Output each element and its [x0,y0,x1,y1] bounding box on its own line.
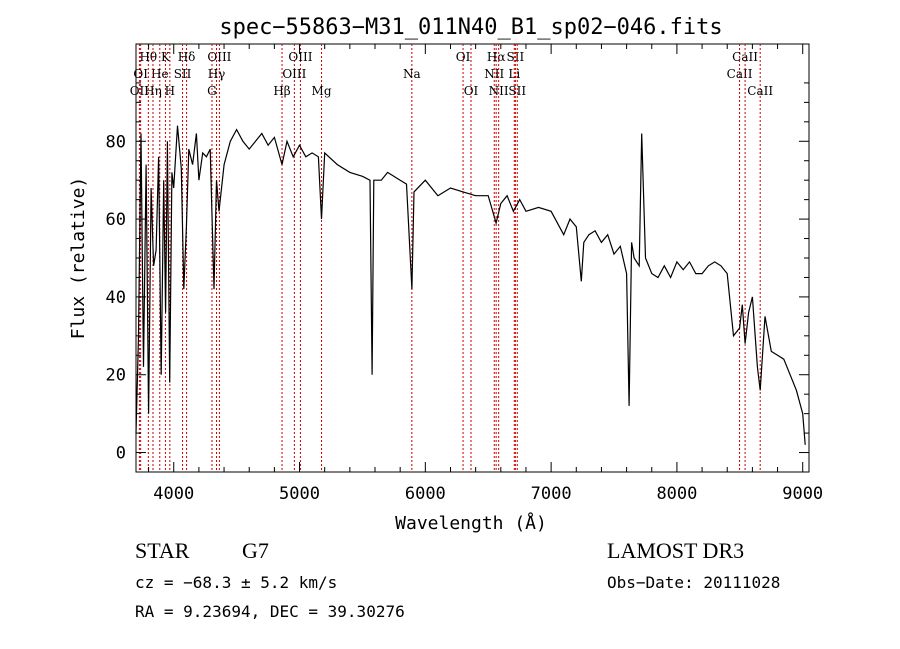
line-marker-label: Hη [144,84,162,98]
line-marker-label: SII [508,84,526,98]
line-marker-label: SII [507,50,525,64]
line-marker-label: Hθ [139,50,157,64]
object-class: STAR [135,538,190,563]
x-axis-label: Wavelength (Å) [395,512,547,534]
line-marker-label: Na [403,67,421,81]
line-marker-label: Hβ [273,84,290,98]
line-marker-label: He [151,67,169,81]
object-subclass: G7 [242,538,269,563]
x-tick-label: 5000 [279,484,320,504]
line-marker-label: CaII [732,50,758,64]
observation-date: Obs−Date: 20111028 [607,573,781,592]
line-marker-label: K [161,50,171,64]
line-marker-label: OIII [288,50,312,64]
line-marker-label: Hδ [178,50,196,64]
y-tick-label: 80 [106,132,126,152]
line-marker-label: OI [456,50,471,64]
line-marker-label: OIII [282,67,306,81]
line-marker-label: G [207,84,217,98]
redshift-cz: cz = −68.3 ± 5.2 km/s [135,573,338,592]
x-tick-label: 6000 [405,484,446,504]
line-marker-label: Mg [312,84,332,98]
y-tick-label: 40 [106,288,126,308]
x-axis: 4000 5000 6000 7000 8000 9000 [148,44,823,504]
line-marker-label: CaII [747,84,773,98]
spectrum-line [135,125,806,445]
line-marker-label: Hα [487,50,506,64]
line-marker-label: OIII [207,50,231,64]
y-tick-label: 60 [106,210,126,230]
line-marker-label: OI [464,84,479,98]
y-axis: 0 20 40 60 80 [106,82,809,464]
x-tick-label: 7000 [531,484,572,504]
line-marker-label: Hγ [208,67,226,81]
y-tick-label: 0 [116,444,126,464]
line-marker-label: Li [508,67,520,81]
line-marker-label: NII [484,67,504,81]
plot-frame [135,43,810,473]
x-tick-label: 9000 [782,484,823,504]
line-marker-label: H [165,84,175,98]
x-tick-label: 8000 [656,484,697,504]
line-marker-label: SII [174,67,192,81]
x-tick-label: 4000 [153,484,194,504]
line-marker-label: NII [489,84,509,98]
line-marker-label: CaII [727,67,753,81]
chart-title: spec−55863−M31_011N40_B1_sp02−046.fits [219,15,722,40]
line-marker-label: OII [130,84,150,98]
y-axis-label: Flux (relative) [68,177,89,340]
y-tick-label: 20 [106,366,126,386]
survey-name: LAMOST DR3 [607,538,745,563]
line-marker-label: OI [133,67,148,81]
coordinates: RA = 9.23694, DEC = 39.30276 [135,602,405,621]
